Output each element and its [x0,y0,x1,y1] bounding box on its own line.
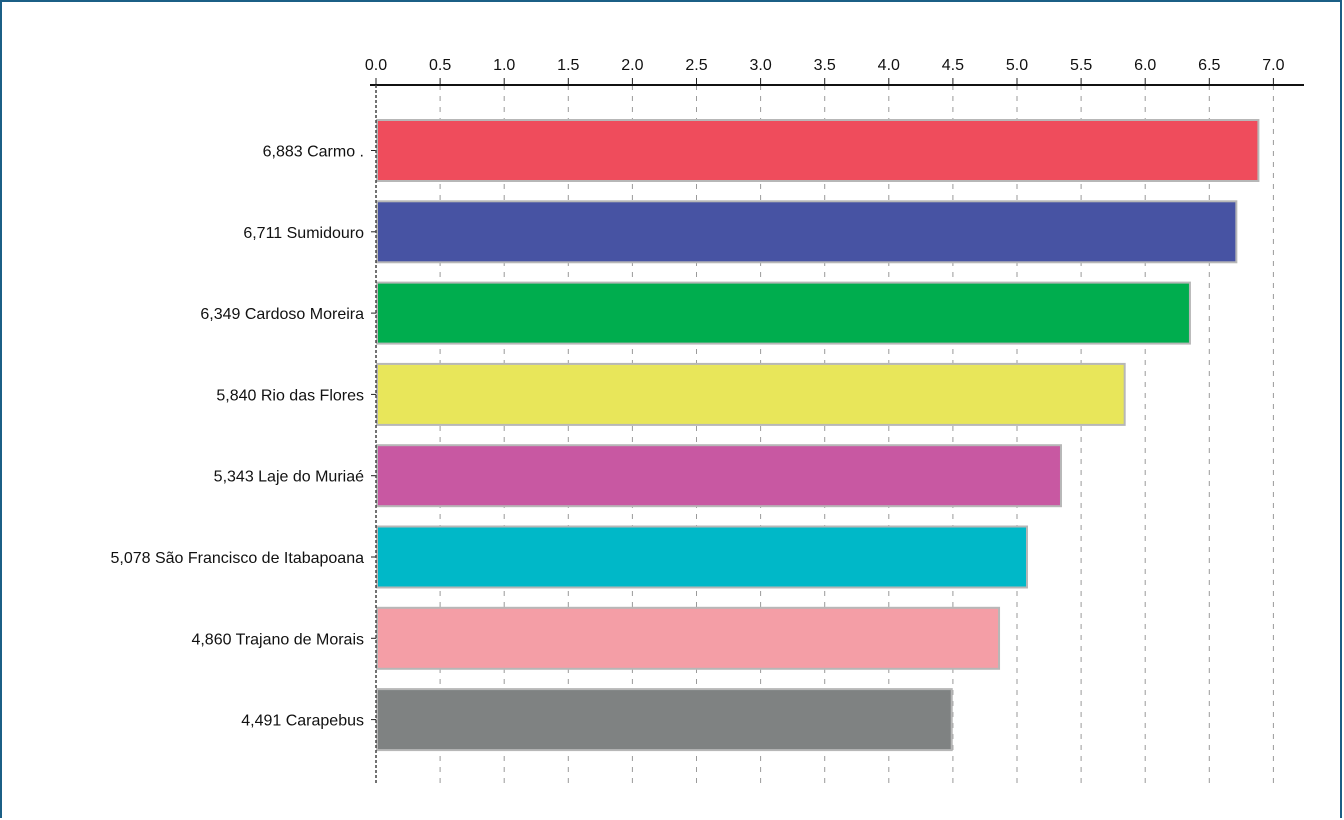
x-tick-label: 1.0 [493,57,515,74]
bar [376,688,953,752]
bar [376,444,1062,508]
x-tick-labels: 0.0 0.5 1.0 1.5 2.0 2.5 3.0 3.5 4.0 4.5 5.0 5.5 6.0 6… [365,57,1285,74]
grid-lines [439,85,1274,785]
x-tick-label: 2.0 [621,57,643,74]
category-label: 6,883 Carmo . [263,144,364,161]
category-label: 4,491 Carapebus [241,713,364,730]
bar [376,119,1260,182]
x-tick-label: 3.0 [749,57,771,74]
x-tick-label: 4.5 [942,57,964,74]
category-label: 5,840 Rio das Flores [216,387,364,404]
category-labels: 6,883 Carmo . 6,711 Sumidouro 6,349 Cardos… [110,144,364,730]
bar [376,525,1028,589]
x-tick-label: 6.0 [1134,57,1156,74]
x-tick-label: 6.5 [1198,57,1220,74]
bars [376,119,1260,752]
x-tick-label: 5.0 [1006,57,1028,74]
x-tick-label: 1.5 [557,57,579,74]
x-tick-label: 5.5 [1070,57,1092,74]
bar [376,281,1191,345]
category-label: 6,711 Sumidouro [243,225,364,242]
x-tick-label: 0.5 [429,57,451,74]
bar [376,606,1001,670]
category-label: 4,860 Trajano de Morais [191,631,364,648]
x-tick-label: 0.0 [365,57,387,74]
x-tick-label: 2.5 [685,57,707,74]
category-label: 5,343 Laje do Muriaé [214,469,364,486]
bar [376,200,1238,264]
category-label: 6,349 Cardoso Moreira [200,306,364,323]
x-tick-label: 7.0 [1262,57,1284,74]
x-tick-label: 4.0 [878,57,900,74]
bar [376,362,1126,426]
axes [370,78,1304,785]
category-label: 5,078 São Francisco de Itabapoana [110,550,364,567]
x-tick-label: 3.5 [814,57,836,74]
